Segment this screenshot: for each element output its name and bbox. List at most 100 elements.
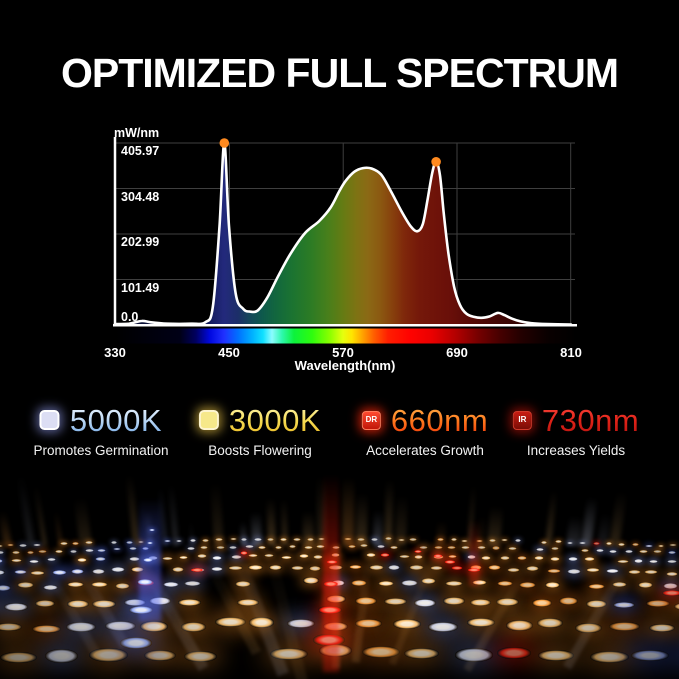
led-dot xyxy=(540,540,548,544)
led-dot xyxy=(266,537,275,541)
led-dot xyxy=(500,539,508,542)
led-dot xyxy=(507,547,517,550)
led-dot xyxy=(184,650,217,663)
light-beam xyxy=(33,485,48,547)
led-dot xyxy=(662,589,679,597)
led-dot xyxy=(0,585,12,591)
led-dot xyxy=(248,564,263,570)
led-dot xyxy=(470,565,483,570)
led-dot xyxy=(110,541,118,544)
y-tick-label: 405.97 xyxy=(121,144,160,158)
led-dot xyxy=(77,557,88,562)
led-dot xyxy=(0,545,4,548)
led-dot xyxy=(537,618,563,628)
led-dot xyxy=(234,580,252,587)
y-tick-label: 101.49 xyxy=(121,280,160,295)
led-dot xyxy=(389,546,399,550)
led-dot xyxy=(91,600,116,608)
x-tick-label: 810 xyxy=(560,345,582,360)
led-dot xyxy=(143,650,176,662)
led-dot xyxy=(214,617,246,627)
led-dot xyxy=(624,549,633,553)
led-dot xyxy=(387,565,401,570)
led-dot xyxy=(538,649,575,662)
led-dot xyxy=(447,555,457,559)
kelvin-label: 3000K xyxy=(228,402,322,438)
led-dot xyxy=(17,582,35,589)
led-dot xyxy=(84,541,93,544)
light-beam xyxy=(125,474,140,547)
led-dot xyxy=(279,538,288,542)
led-dot xyxy=(496,647,532,659)
led-dot xyxy=(618,543,626,547)
led-dot xyxy=(89,648,129,662)
led-dot xyxy=(357,538,366,541)
led-dot xyxy=(111,566,126,572)
led-dot xyxy=(236,599,260,607)
led-dot xyxy=(495,598,520,607)
led-dot xyxy=(454,648,494,662)
light-beam xyxy=(323,474,339,672)
led-dot xyxy=(257,545,266,550)
led-dot xyxy=(461,546,471,550)
led-dot xyxy=(492,546,501,550)
wavelength-label: 660nm xyxy=(390,402,489,438)
kelvin-label: 5000K xyxy=(69,402,163,438)
led-dot xyxy=(137,540,145,543)
light-beam xyxy=(167,483,179,547)
led-dot xyxy=(215,538,223,542)
led-dot xyxy=(313,634,345,646)
led-dot xyxy=(429,565,444,571)
led-dot xyxy=(113,547,121,551)
led-dot xyxy=(293,538,301,542)
led-dot xyxy=(119,637,153,649)
led-dot xyxy=(290,566,305,571)
led-dot xyxy=(649,559,659,563)
led-dot xyxy=(286,618,315,628)
led-dot xyxy=(662,583,678,589)
led-dot xyxy=(51,569,67,575)
light-beam xyxy=(342,477,355,547)
led-dot xyxy=(330,553,341,557)
led-dot xyxy=(215,546,226,550)
led-dot xyxy=(248,553,259,558)
led-dot xyxy=(477,546,486,550)
led-dot xyxy=(0,622,22,632)
led-dot xyxy=(318,537,326,540)
led-dot xyxy=(584,557,595,561)
legend-description: Accelerates Growth xyxy=(366,443,484,458)
led-dot xyxy=(369,564,384,570)
led-dot xyxy=(558,597,579,605)
led-dot xyxy=(393,618,422,629)
led-dot xyxy=(409,538,417,541)
led-dot xyxy=(43,584,58,590)
led-dot xyxy=(380,553,390,557)
led-dot xyxy=(183,580,202,587)
light-beam xyxy=(580,497,598,547)
led-dot xyxy=(197,554,207,559)
led-dot xyxy=(307,538,314,541)
led-dot xyxy=(189,539,196,543)
led-dot xyxy=(550,556,561,561)
light-beam xyxy=(384,478,395,547)
cool-white-swatch-icon xyxy=(39,410,60,430)
page-title: OPTIMIZED FULL SPECTRUM xyxy=(60,50,619,96)
light-beam xyxy=(188,520,194,547)
led-dot xyxy=(55,550,64,553)
led-dot xyxy=(444,560,456,564)
led-dot xyxy=(461,539,468,542)
led-dot xyxy=(229,545,237,549)
led-dot xyxy=(172,567,185,573)
led-dot xyxy=(190,567,204,573)
led-dot xyxy=(270,647,309,660)
led-dot xyxy=(467,618,496,627)
led-dot xyxy=(481,556,491,560)
warm-white-swatch-icon xyxy=(198,410,219,430)
led-dot xyxy=(595,548,605,552)
led-dot xyxy=(149,528,155,532)
led-dot xyxy=(4,603,28,611)
led-dot xyxy=(313,555,324,559)
legend-item-3000k: 3000K Boosts Flowering xyxy=(198,402,322,458)
led-dot xyxy=(585,567,601,572)
ir-icon-text: IR xyxy=(518,415,527,424)
